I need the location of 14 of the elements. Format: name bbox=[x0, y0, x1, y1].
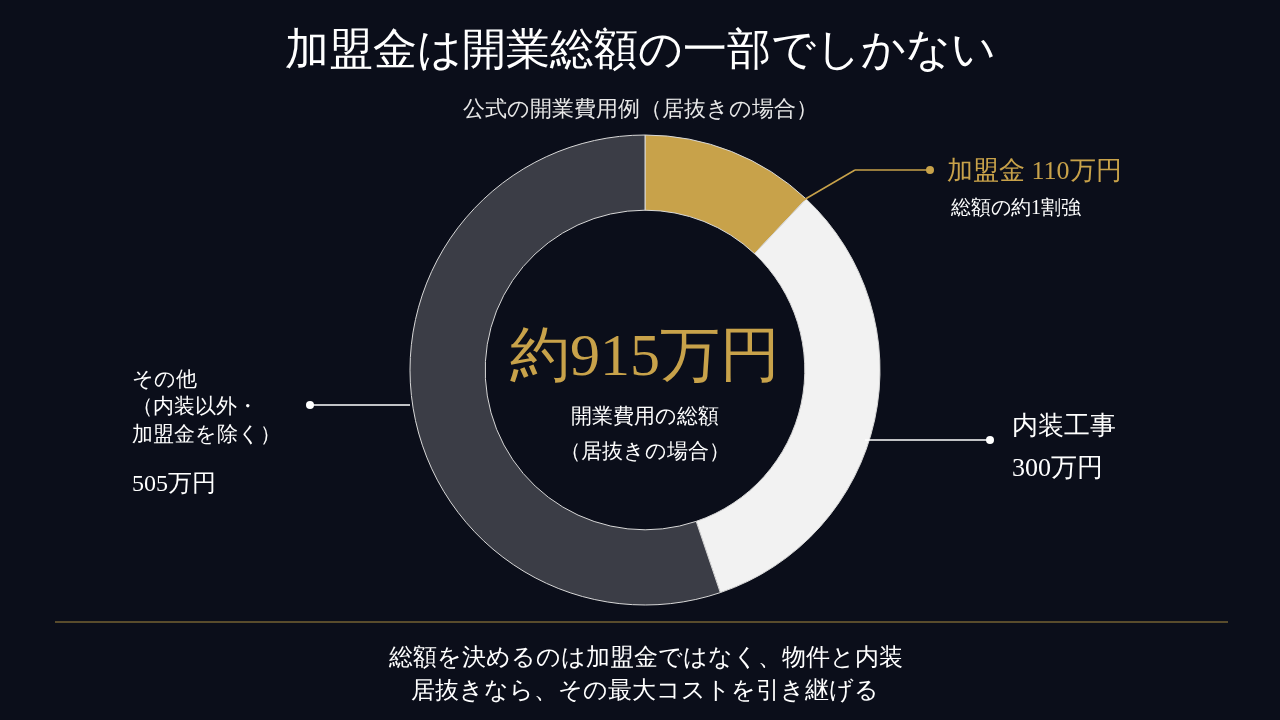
data-label: 110万円 bbox=[1031, 156, 1122, 185]
text: 約915万円 bbox=[510, 322, 780, 388]
slice-label: その他（内装以外・加盟金を除く） bbox=[132, 367, 281, 446]
text: 総額を決めるのは加盟金ではなく、物件と内装 bbox=[388, 644, 903, 670]
legend-label: 内装工事 bbox=[1012, 411, 1116, 440]
chart-subtitle: 公式の開業費用例（居抜きの場合） bbox=[463, 96, 818, 121]
data-label: 505万円 bbox=[132, 470, 216, 496]
text: 居抜きなら、その最大コストを引き継げる bbox=[411, 677, 879, 703]
text: 総額の約1割強 bbox=[950, 196, 1081, 218]
text: 開業費用の総額 bbox=[571, 404, 719, 428]
data-label: 300万円 bbox=[1012, 453, 1103, 482]
chart-title: 加盟金は開業総額の一部でしかない bbox=[285, 25, 996, 74]
text: （居抜きの場合） bbox=[560, 439, 730, 463]
legend-label: 加盟金 bbox=[947, 156, 1025, 185]
